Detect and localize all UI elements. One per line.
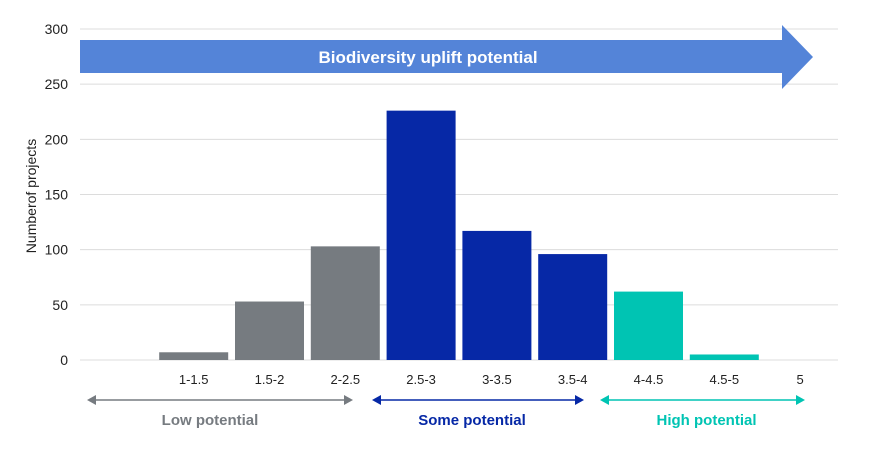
group-label: Low potential [162,412,259,429]
x-tick-label: 2-2.5 [330,372,360,387]
banner-arrow: Biodiversity uplift potential [80,25,813,89]
arrow-left-icon [87,395,96,405]
bar-4-4.5 [614,291,683,360]
bar-4.5-5 [689,354,759,360]
y-tick-label: 300 [45,21,69,37]
bar-1-1.5 [159,352,229,360]
group-label: Some potential [418,412,526,429]
y-tick-label: 100 [45,242,69,258]
x-tick-label: 3.5-4 [558,372,588,387]
y-tick-label: 200 [45,131,69,147]
arrow-right-icon [344,395,353,405]
banner-arrow-shape [80,25,813,89]
arrow-right-icon [796,395,805,405]
bar-2-2.5 [310,246,380,360]
banner-text: Biodiversity uplift potential [318,48,537,67]
x-tick-label: 1-1.5 [179,372,209,387]
x-tick-label: 3-3.5 [482,372,512,387]
y-tick-label: 0 [60,352,68,368]
arrow-left-icon [600,395,609,405]
x-tick-label: 4-4.5 [634,372,664,387]
bar-3-3.5 [462,230,532,360]
y-tick-label: 50 [52,297,68,313]
y-tick-label: 150 [45,187,69,203]
y-tick-label: 250 [45,76,69,92]
x-tick-label: 4.5-5 [709,372,739,387]
y-axis-label: Numberof projects [23,139,39,253]
arrow-right-icon [575,395,584,405]
group-label: High potential [657,412,757,429]
arrow-left-icon [372,395,381,405]
bar-1.5-2 [235,301,304,360]
bar-3.5-4 [538,254,608,360]
x-tick-label: 1.5-2 [255,372,285,387]
x-tick-label: 5 [796,372,803,387]
x-tick-label: 2.5-3 [406,372,436,387]
bar-2.5-3 [386,110,456,360]
